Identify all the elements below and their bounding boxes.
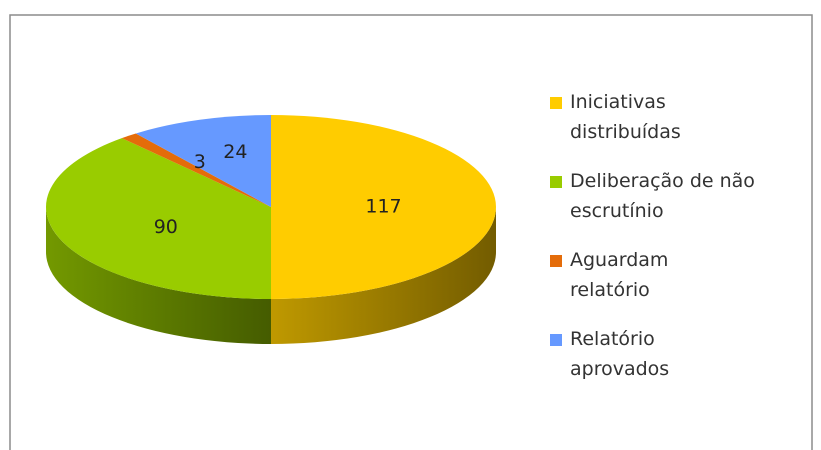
- slice: [46, 138, 271, 299]
- legend-swatch: [550, 255, 562, 267]
- legend-label: Relatório aprovados: [570, 328, 670, 380]
- slice-side: [271, 207, 496, 344]
- legend-entry: Aguardam relatório: [570, 249, 669, 301]
- data-label: 90: [154, 216, 178, 238]
- slice: [271, 115, 496, 299]
- legend-swatch: [550, 97, 562, 109]
- data-label: 117: [365, 196, 401, 218]
- data-label: 24: [223, 141, 247, 163]
- legend-label: Iniciativas distribuídas: [570, 91, 681, 143]
- legend-swatch: [550, 176, 562, 188]
- chart-frame: [9, 14, 813, 450]
- slice: [135, 115, 271, 207]
- legend-entry: Iniciativas distribuídas: [570, 91, 681, 143]
- legend-entry: Relatório aprovados: [570, 328, 670, 380]
- slice-side: [46, 207, 271, 344]
- data-label: 3: [194, 151, 206, 173]
- legend-swatch: [550, 334, 562, 346]
- slice: [121, 133, 272, 207]
- legend-label: Aguardam relatório: [570, 249, 669, 301]
- legend-label: Deliberação de não escrutínio: [570, 170, 755, 222]
- legend-entry: Deliberação de não escrutínio: [570, 170, 755, 222]
